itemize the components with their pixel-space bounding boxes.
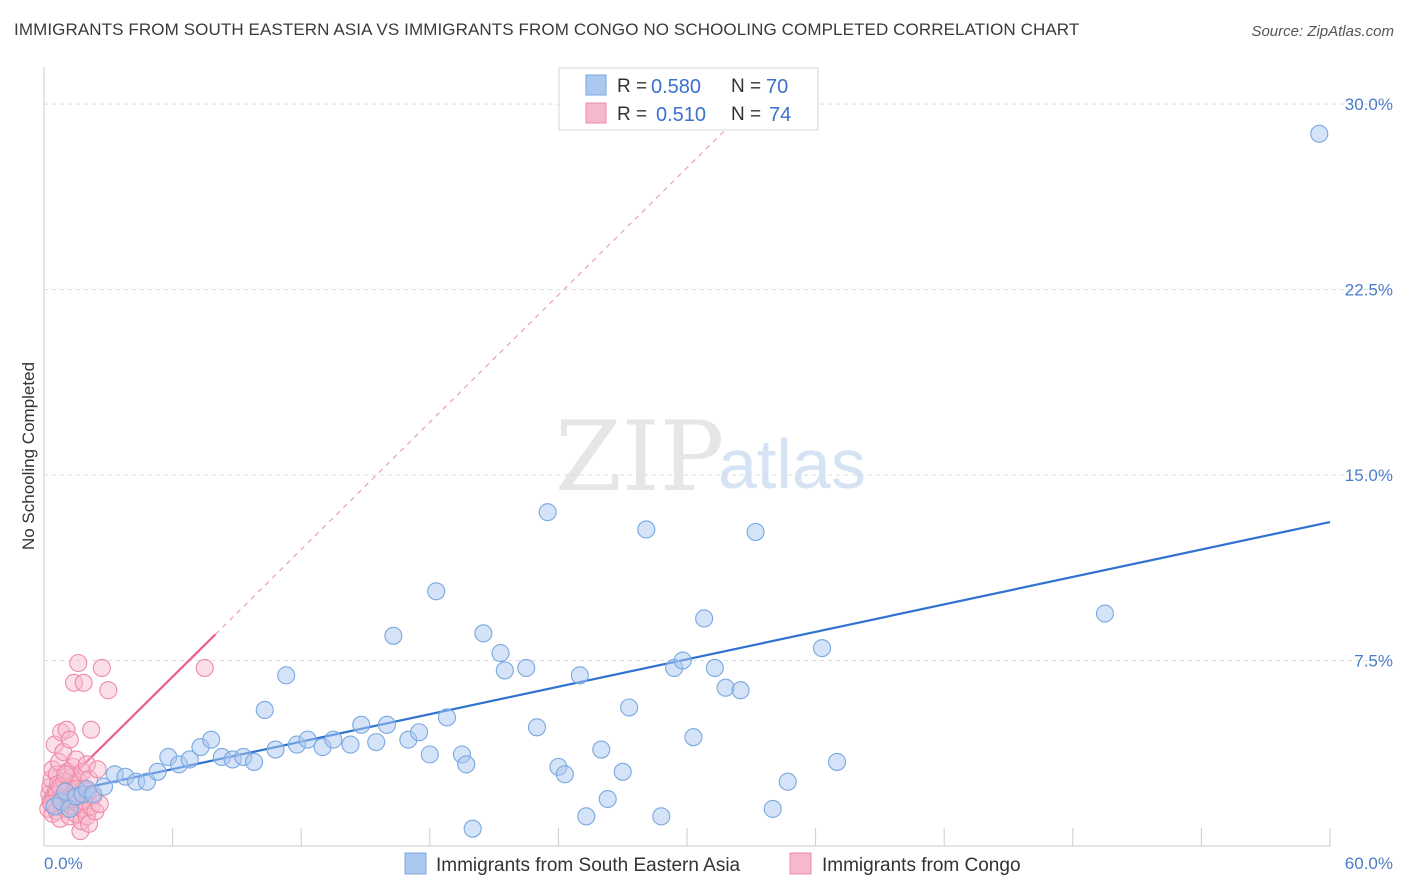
data-point-south-eastern-asia <box>244 752 264 771</box>
y-tick-label: 22.5% <box>1345 281 1393 300</box>
data-point-south-eastern-asia <box>463 819 482 838</box>
data-point-congo <box>77 755 96 774</box>
legend-swatch-blue <box>585 74 607 96</box>
data-point-south-eastern-asia <box>352 715 371 734</box>
data-point-south-eastern-asia <box>570 666 589 685</box>
data-point-south-eastern-asia <box>812 639 832 658</box>
legend-r-value-2: 0.510 <box>656 104 706 126</box>
y-tick-label: 7.5% <box>1354 652 1393 671</box>
data-point-south-eastern-asia <box>673 651 692 670</box>
chart-title: IMMIGRANTS FROM SOUTH EASTERN ASIA VS IM… <box>14 20 1080 39</box>
y-axis-label: No Schooling Completed <box>19 362 38 550</box>
data-point-congo <box>92 658 111 677</box>
data-point-south-eastern-asia <box>555 765 574 784</box>
legend-n-value-2: 74 <box>769 104 791 126</box>
data-point-south-eastern-asia <box>684 728 703 747</box>
data-point-south-eastern-asia <box>517 658 536 677</box>
data-point-south-eastern-asia <box>731 681 750 700</box>
y-tick-label: 15.0% <box>1345 466 1393 485</box>
data-point-south-eastern-asia <box>620 698 639 717</box>
data-point-south-eastern-asia <box>266 740 285 759</box>
data-point-south-eastern-asia <box>1095 604 1114 623</box>
data-point-congo <box>64 673 84 692</box>
data-point-south-eastern-asia <box>716 678 735 697</box>
trend-line-congo-extension <box>215 103 752 635</box>
data-point-congo <box>88 760 107 779</box>
x-tick-label-max: 60.0% <box>1345 854 1393 873</box>
data-point-congo <box>82 720 101 739</box>
data-point-south-eastern-asia <box>298 730 317 749</box>
series-legend: Immigrants from South Eastern Asia Immig… <box>404 852 1021 876</box>
data-point-congo <box>74 673 93 692</box>
data-point-south-eastern-asia <box>705 658 724 677</box>
legend-r-label-2: R = <box>617 104 647 125</box>
data-point-south-eastern-asia <box>538 503 557 522</box>
data-point-south-eastern-asia <box>474 624 493 643</box>
data-point-congo <box>57 720 76 739</box>
data-point-congo <box>99 681 118 700</box>
data-point-south-eastern-asia <box>1310 124 1329 143</box>
data-point-south-eastern-asia <box>613 762 632 781</box>
data-point-congo <box>60 730 79 749</box>
data-point-south-eastern-asia <box>592 740 611 759</box>
bottom-legend-label-1: Immigrants from South Eastern Asia <box>436 855 741 876</box>
data-point-south-eastern-asia <box>652 807 671 826</box>
data-point-south-eastern-asia <box>324 730 343 749</box>
data-point-south-eastern-asia <box>763 799 782 818</box>
data-point-south-eastern-asia <box>410 723 429 742</box>
source-label: Source: ZipAtlas.com <box>1251 23 1394 40</box>
data-point-south-eastern-asia <box>420 745 439 764</box>
data-point-south-eastern-asia <box>427 582 446 601</box>
watermark-atlas: atlas <box>718 425 866 503</box>
y-tick-labels: 7.5% 15.0% 22.5% 30.0% <box>1345 95 1393 670</box>
axes <box>43 67 1331 847</box>
data-point-south-eastern-asia <box>367 733 386 752</box>
legend-r-value-1: 0.580 <box>651 76 701 98</box>
data-point-congo <box>56 765 75 784</box>
data-point-south-eastern-asia <box>202 730 221 749</box>
bottom-legend-swatch-pink <box>789 852 812 875</box>
data-point-south-eastern-asia <box>491 644 510 663</box>
data-point-south-eastern-asia <box>377 715 396 734</box>
data-point-south-eastern-asia <box>180 750 199 769</box>
correlation-legend: R = 0.580 N = 70 R = 0.510 N = 74 <box>558 67 819 131</box>
legend-swatch-pink <box>585 102 607 124</box>
x-tick-label-min: 0.0% <box>44 854 83 873</box>
data-point-south-eastern-asia <box>277 666 296 685</box>
data-points <box>39 124 1329 841</box>
data-point-south-eastern-asia <box>457 755 476 774</box>
y-tick-label: 30.0% <box>1345 95 1393 114</box>
legend-r-label-1: R = <box>617 76 647 97</box>
data-point-south-eastern-asia <box>637 520 656 539</box>
data-point-congo <box>77 807 96 826</box>
data-point-congo <box>69 653 88 673</box>
legend-n-value-1: 70 <box>766 76 788 98</box>
data-point-congo <box>195 658 214 677</box>
data-point-south-eastern-asia <box>94 777 114 796</box>
data-point-south-eastern-asia <box>255 700 274 720</box>
bottom-legend-swatch-blue <box>404 852 427 875</box>
data-point-south-eastern-asia <box>827 752 847 771</box>
data-point-south-eastern-asia <box>527 718 547 737</box>
watermark-zip: ZIP <box>555 401 724 513</box>
data-point-south-eastern-asia <box>341 735 360 754</box>
data-point-south-eastern-asia <box>495 661 514 680</box>
legend-n-label-1: N = <box>731 76 761 97</box>
gridlines <box>44 103 1388 662</box>
bottom-legend-label-2: Immigrants from Congo <box>822 855 1021 876</box>
legend-n-label-2: N = <box>731 104 761 125</box>
data-point-south-eastern-asia <box>695 609 714 628</box>
data-point-south-eastern-asia <box>598 789 617 809</box>
data-point-south-eastern-asia <box>778 772 797 791</box>
data-point-south-eastern-asia <box>148 762 167 781</box>
data-point-south-eastern-asia <box>746 522 765 541</box>
data-point-south-eastern-asia <box>577 807 596 826</box>
data-point-south-eastern-asia <box>437 708 456 727</box>
data-point-south-eastern-asia <box>384 626 403 645</box>
